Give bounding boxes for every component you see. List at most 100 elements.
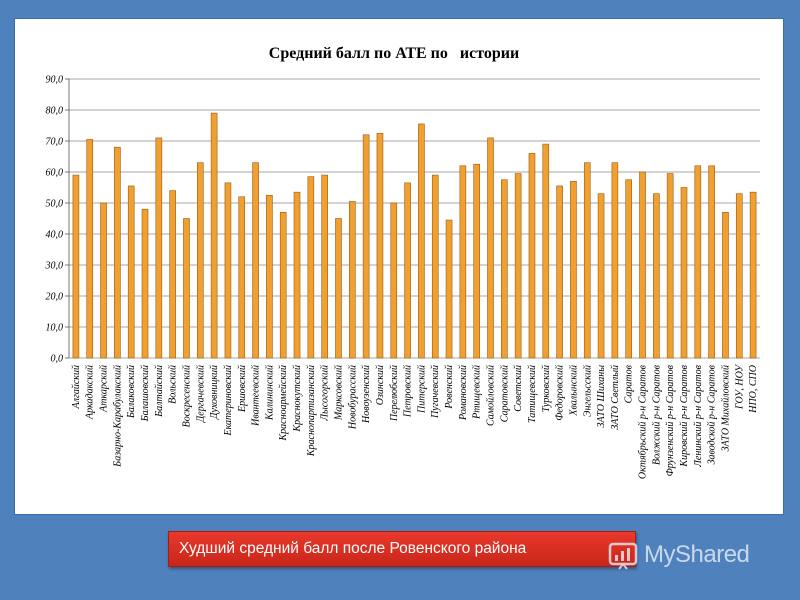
x-tick-label: Балаковский: [126, 365, 137, 419]
x-tick-label: Базарно-Карабулакский: [112, 365, 123, 468]
x-tick-label: Турковский: [541, 365, 552, 412]
x-tick-label: Екатериновский: [223, 365, 234, 436]
y-tick-label: 10,0: [46, 323, 64, 334]
y-tick-label: 80,0: [46, 106, 64, 117]
x-tick-label: ЗАТО Михайловский: [720, 365, 731, 451]
x-tick-label: Романовский: [458, 365, 469, 421]
x-tick-label: Краснопартизанский: [306, 365, 317, 457]
bar-chart: Средний балл по АТЕ по истории 0,0 10,0 20…: [45, 45, 760, 479]
bar: [459, 165, 467, 359]
bar: [749, 191, 757, 359]
bar: [224, 182, 232, 359]
y-tick-label: 0,0: [51, 354, 64, 365]
y-tick-label: 70,0: [46, 137, 64, 148]
x-tick-label: Дергачевский: [195, 365, 206, 423]
x-tick-label: Балтайский: [154, 365, 165, 418]
x-tick-label: Ртищевский: [472, 365, 483, 420]
bar: [528, 153, 536, 359]
x-tick-label: Балашовский: [140, 365, 151, 422]
bar: [390, 202, 398, 359]
x-tick-label: Хвалынский: [568, 365, 579, 417]
x-tick-label: Ивантеевский: [251, 365, 262, 427]
x-tick-label: Аркадакский: [85, 365, 96, 420]
bar: [694, 165, 702, 359]
x-tick-label: Перелюбский: [389, 365, 400, 422]
bar: [349, 201, 356, 359]
x-tick-label: Петровский: [403, 365, 414, 418]
bar: [335, 218, 342, 359]
x-tick-label: Октябрьский р-н Саратов: [638, 364, 649, 479]
bar: [279, 212, 287, 359]
bar: [210, 112, 218, 359]
bar: [487, 137, 494, 359]
y-tick-label: 20,0: [46, 292, 64, 303]
presentation-chart-icon: [608, 542, 638, 570]
bar: [583, 162, 591, 359]
x-tick-label: Краснокутский: [292, 365, 303, 433]
bar: [362, 134, 370, 359]
bar: [542, 143, 550, 359]
bar: [196, 162, 204, 359]
bar: [86, 139, 94, 359]
bar: [321, 174, 328, 359]
bar: [141, 208, 149, 359]
x-tick-label: ЗАТО Шиханы: [596, 365, 607, 428]
x-tick-label: Ленинский р-н Саратов: [693, 364, 704, 468]
bar: [266, 194, 273, 359]
x-tick-label: Новоузенский: [361, 365, 372, 424]
bar: [473, 163, 480, 359]
y-tick-label: 50,0: [46, 199, 64, 210]
x-tick-label: Заводской р-н Саратов: [707, 364, 718, 464]
x-tick-label: Калининский: [264, 365, 275, 421]
bar: [611, 162, 619, 359]
x-tick-label: Пугачевский: [430, 365, 441, 419]
x-tick-label: Ровенский: [444, 365, 455, 410]
x-tick-label: Питерский: [416, 365, 427, 414]
bar: [252, 162, 259, 359]
bar: [418, 123, 425, 359]
bar: [100, 202, 107, 359]
bar: [431, 174, 439, 359]
bar: [570, 181, 577, 359]
x-tick-label: Аткарский: [99, 365, 110, 413]
bar: [653, 193, 660, 359]
bar: [404, 182, 411, 359]
bar: [639, 171, 646, 359]
chart-title: Средний балл по АТЕ по истории: [269, 45, 519, 62]
y-tick-label: 60,0: [46, 168, 64, 179]
x-tick-label: Самойловский: [486, 365, 497, 426]
bar: [169, 190, 176, 359]
x-tick-label: ГОУ, НОУ: [734, 364, 745, 410]
x-tick-label: Фрунзенский р-н Саратов: [665, 364, 676, 476]
x-tick-label: Озинский: [375, 365, 386, 405]
bar: [183, 218, 190, 359]
bar: [127, 185, 135, 359]
x-tick-label: Ершовский: [237, 365, 248, 413]
x-tick-label: Федоровский: [555, 365, 566, 421]
x-axis-ticks: Алгайский Аркадакский Аткарский Базарно-Кар…: [71, 364, 759, 479]
x-tick-label: Советский: [513, 365, 524, 412]
x-tick-label: Красноармейский: [278, 365, 289, 441]
bar: [376, 132, 384, 359]
bar: [666, 173, 674, 359]
bar: [597, 193, 605, 359]
x-tick-label: Татищевский: [527, 365, 538, 423]
x-tick-label: Духовницкий: [209, 365, 220, 420]
bar: [445, 219, 453, 359]
watermark-text: MyShared: [644, 541, 750, 568]
caption-text: Худший средний балл после Ровенского рай…: [179, 540, 527, 557]
x-tick-label: Саратовский: [499, 365, 510, 422]
bar: [722, 212, 729, 359]
bar: [556, 185, 563, 359]
chart-frame: Средний балл по АТЕ по истории 0,0 10,0 20…: [14, 18, 784, 515]
y-axis-ticks: 0,0 10,0 20,0 30,0 40,0 50,0 60,0 70,0 80,0 90,0: [45, 75, 64, 365]
bar: [307, 176, 315, 359]
bar: [680, 187, 688, 359]
bar: [238, 196, 246, 359]
bar: [735, 193, 743, 359]
x-tick-label: Лысогорский: [320, 365, 331, 422]
bar: [72, 174, 80, 359]
bars: [72, 112, 757, 359]
bar: [501, 179, 508, 359]
x-tick-label: Энгельсский: [582, 365, 593, 417]
